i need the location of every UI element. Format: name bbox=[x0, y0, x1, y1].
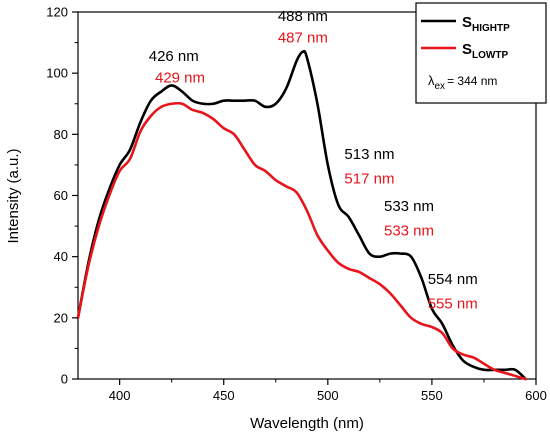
x-tick-label: 400 bbox=[109, 388, 131, 403]
series-line-hightp bbox=[76, 49, 527, 381]
y-axis-title: Intensity (a.u.) bbox=[5, 148, 22, 243]
x-axis-title: Wavelength (nm) bbox=[250, 415, 364, 432]
peak-annotation: 429 nm bbox=[155, 69, 205, 86]
y-tick-label: 60 bbox=[54, 188, 68, 203]
peak-annotation: 555 nm bbox=[428, 296, 478, 313]
legend-label-lowtp: SLOWTP bbox=[462, 41, 508, 61]
legend: SHIGHTP SLOWTP λex = 344 nm bbox=[415, 2, 547, 104]
y-tick-label: 20 bbox=[54, 310, 68, 325]
x-tick-label: 450 bbox=[213, 388, 235, 403]
y-tick-label: 40 bbox=[54, 249, 68, 264]
y-tick-label: 0 bbox=[61, 372, 68, 387]
peak-annotation: 513 nm bbox=[344, 146, 394, 163]
x-tick-label: 600 bbox=[525, 388, 547, 403]
x-tick-label: 500 bbox=[317, 388, 339, 403]
legend-box bbox=[415, 2, 547, 104]
peak-annotation: 488 nm bbox=[278, 8, 328, 25]
peak-annotation: 426 nm bbox=[149, 48, 199, 65]
series-line-lowtp bbox=[76, 101, 527, 381]
peak-annotation: 487 nm bbox=[278, 30, 328, 47]
peak-annotation: 533 nm bbox=[384, 198, 434, 215]
annotations-layer: 426 nm 429 nm 488 nm 487 nm 513 nm 517 nm 533 … bbox=[149, 8, 478, 312]
x-tick-label: 550 bbox=[421, 388, 443, 403]
peak-annotation: 517 nm bbox=[344, 170, 394, 187]
y-tick-label: 100 bbox=[46, 66, 68, 81]
peak-annotation: 554 nm bbox=[428, 271, 478, 288]
y-tick-label: 120 bbox=[46, 5, 68, 20]
ticks-layer: 400 450 500 550 600 0 20 40 60 80 100 120 bbox=[46, 5, 547, 404]
legend-excitation-note: λex = 344 nm bbox=[428, 73, 497, 92]
peak-annotation: 533 nm bbox=[384, 222, 434, 239]
legend-label-hightp: SHIGHTP bbox=[462, 14, 510, 34]
y-tick-label: 80 bbox=[54, 127, 68, 142]
series-layer bbox=[76, 49, 527, 381]
